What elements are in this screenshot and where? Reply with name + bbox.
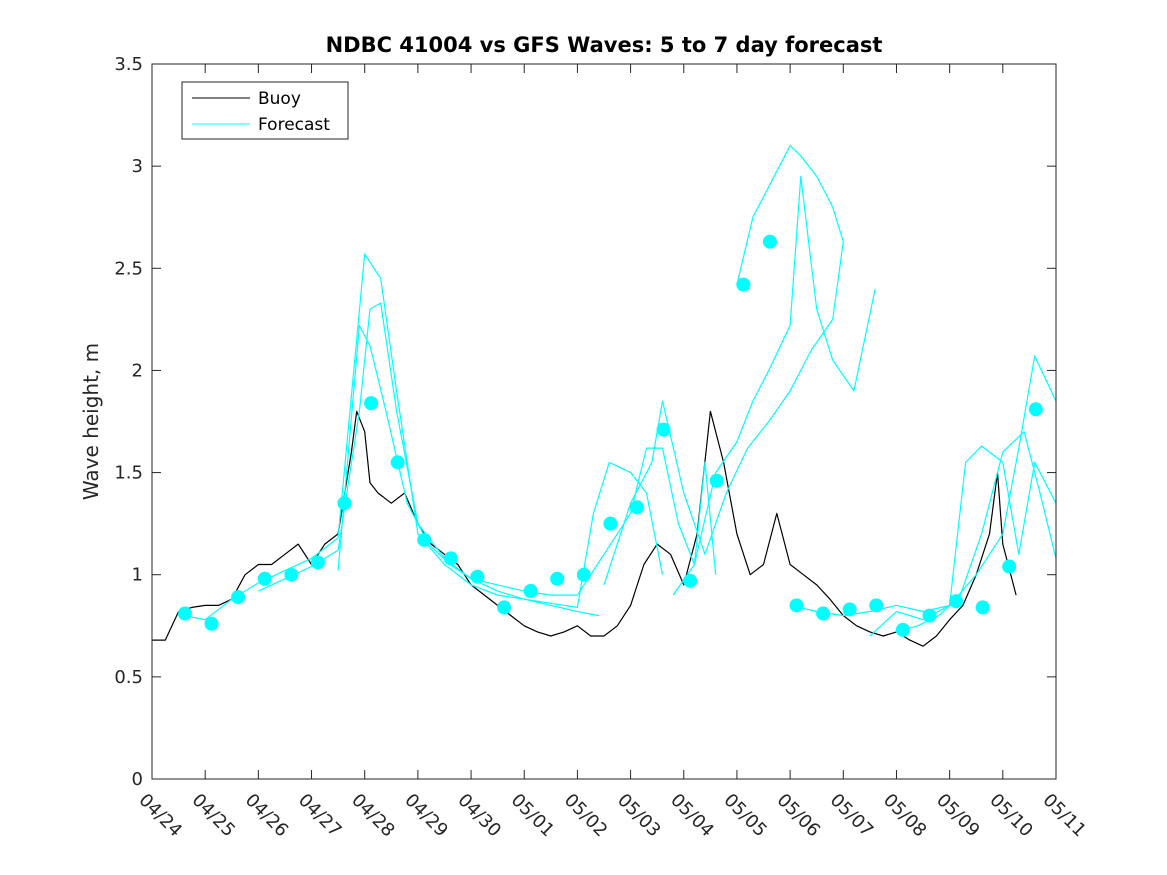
- forecast-point: [204, 616, 219, 631]
- forecast-point: [284, 567, 299, 582]
- forecast-point: [390, 455, 405, 470]
- forecast-point: [576, 567, 591, 582]
- forecast-point: [949, 594, 964, 609]
- y-tick-label: 1: [132, 565, 143, 586]
- y-axis: 0 0.5 1 1.5 2 2.5 3 3.5: [114, 54, 1056, 790]
- forecast-point: [470, 569, 485, 584]
- forecast-line: [603, 241, 844, 586]
- plot-frame: [151, 63, 1057, 780]
- y-tick-label: 1.5: [114, 463, 143, 484]
- y-tick-label: 3.5: [114, 54, 143, 75]
- buoy-line: [152, 410, 1017, 647]
- forecast-line: [337, 324, 717, 596]
- plot-area: [152, 64, 1056, 779]
- y-tick-label: 2: [132, 360, 143, 381]
- y-tick-label: 0.5: [114, 667, 143, 688]
- forecast-point: [550, 571, 565, 586]
- forecast-point: [337, 496, 352, 511]
- forecast-point: [895, 622, 910, 637]
- forecast-point: [257, 571, 272, 586]
- forecast-line: [896, 431, 1057, 633]
- legend-label-forecast: Forecast: [258, 115, 330, 135]
- forecast-point: [1028, 402, 1043, 417]
- forecast-line: [672, 175, 876, 596]
- forecast-point: [816, 606, 831, 621]
- y-tick-label: 2.5: [114, 258, 143, 279]
- forecast-point: [922, 608, 937, 623]
- forecast-point: [842, 602, 857, 617]
- forecast-point: [975, 600, 990, 615]
- forecast-point: [523, 584, 538, 599]
- forecast-point: [1002, 559, 1017, 574]
- forecast-point: [762, 234, 777, 249]
- chart-title: NDBC 41004 vs GFS Waves: 5 to 7 day fore…: [326, 33, 883, 57]
- forecast-point: [417, 532, 432, 547]
- forecast-point: [629, 500, 644, 515]
- forecast-point: [603, 516, 618, 531]
- y-tick-label: 3: [132, 156, 143, 177]
- forecast-point: [364, 396, 379, 411]
- forecast-point: [683, 573, 698, 588]
- forecast-point: [709, 473, 724, 488]
- forecast-point: [231, 590, 246, 605]
- forecast-point: [869, 598, 884, 613]
- y-tick-label: 0: [132, 769, 143, 790]
- forecast-point: [310, 555, 325, 570]
- forecast-line: [869, 355, 1057, 637]
- forecast-point: [443, 551, 458, 566]
- forecast-point: [497, 600, 512, 615]
- marker-layer: [177, 234, 1043, 637]
- forecast-point: [177, 606, 192, 621]
- forecast-point: [736, 277, 751, 292]
- forecast-line: [736, 145, 844, 285]
- legend-box: [181, 81, 349, 140]
- forecast-point: [789, 598, 804, 613]
- forecast-point: [656, 422, 671, 437]
- legend-label-buoy: Buoy: [258, 89, 301, 109]
- y-axis-label: Wave height, m: [79, 343, 103, 500]
- legend: Buoy Forecast: [181, 81, 349, 140]
- series-layer: [152, 145, 1057, 647]
